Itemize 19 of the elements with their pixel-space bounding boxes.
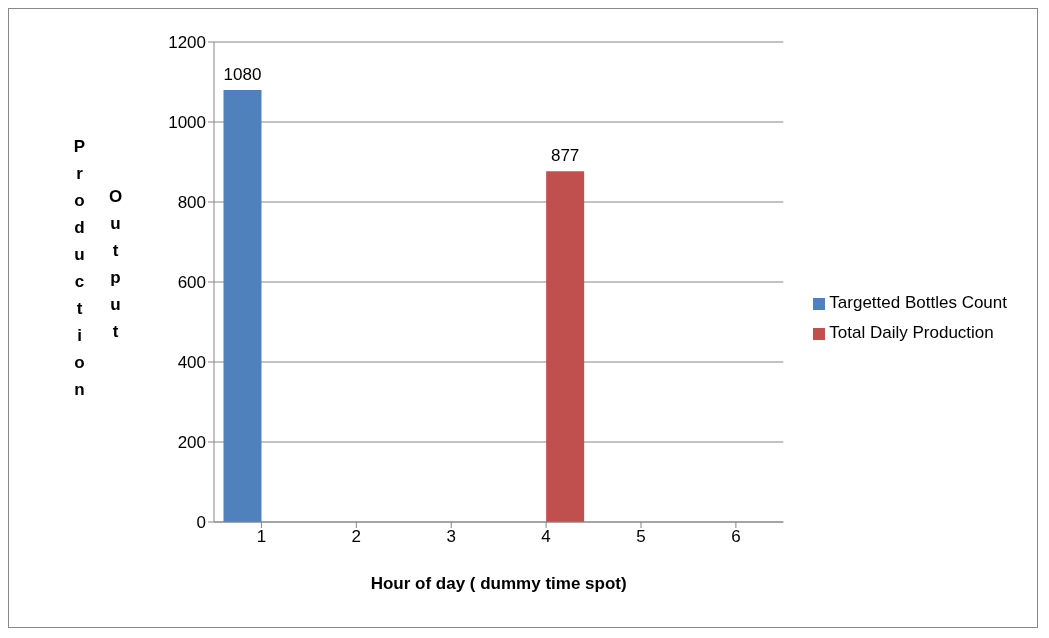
x-axis-title: Hour of day ( dummy time spot)	[370, 574, 627, 593]
data-label: 877	[550, 146, 580, 166]
x-tick-label: 3	[446, 527, 456, 547]
y-tick-label: 400	[177, 353, 206, 373]
y-tick-label: 600	[177, 273, 206, 293]
legend-label: Total Daily Production	[829, 323, 994, 342]
y-tick-label: 1000	[168, 113, 206, 133]
y-tick-label: 0	[196, 513, 206, 533]
x-tick-label: 6	[731, 527, 741, 547]
x-tick-label: 5	[636, 527, 646, 547]
y-tick-label: 200	[177, 433, 206, 453]
x-tick-label: 2	[351, 527, 362, 547]
x-tick-label: 1	[256, 527, 267, 547]
y-tick-label: 1200	[168, 33, 206, 53]
data-label: 1080	[223, 65, 262, 84]
y-tick-label: 800	[177, 193, 206, 213]
y-axis-title: Production Output	[69, 137, 126, 407]
legend-label: Targetted Bottles Count	[829, 293, 1007, 312]
x-tick-label: 4	[541, 527, 551, 547]
